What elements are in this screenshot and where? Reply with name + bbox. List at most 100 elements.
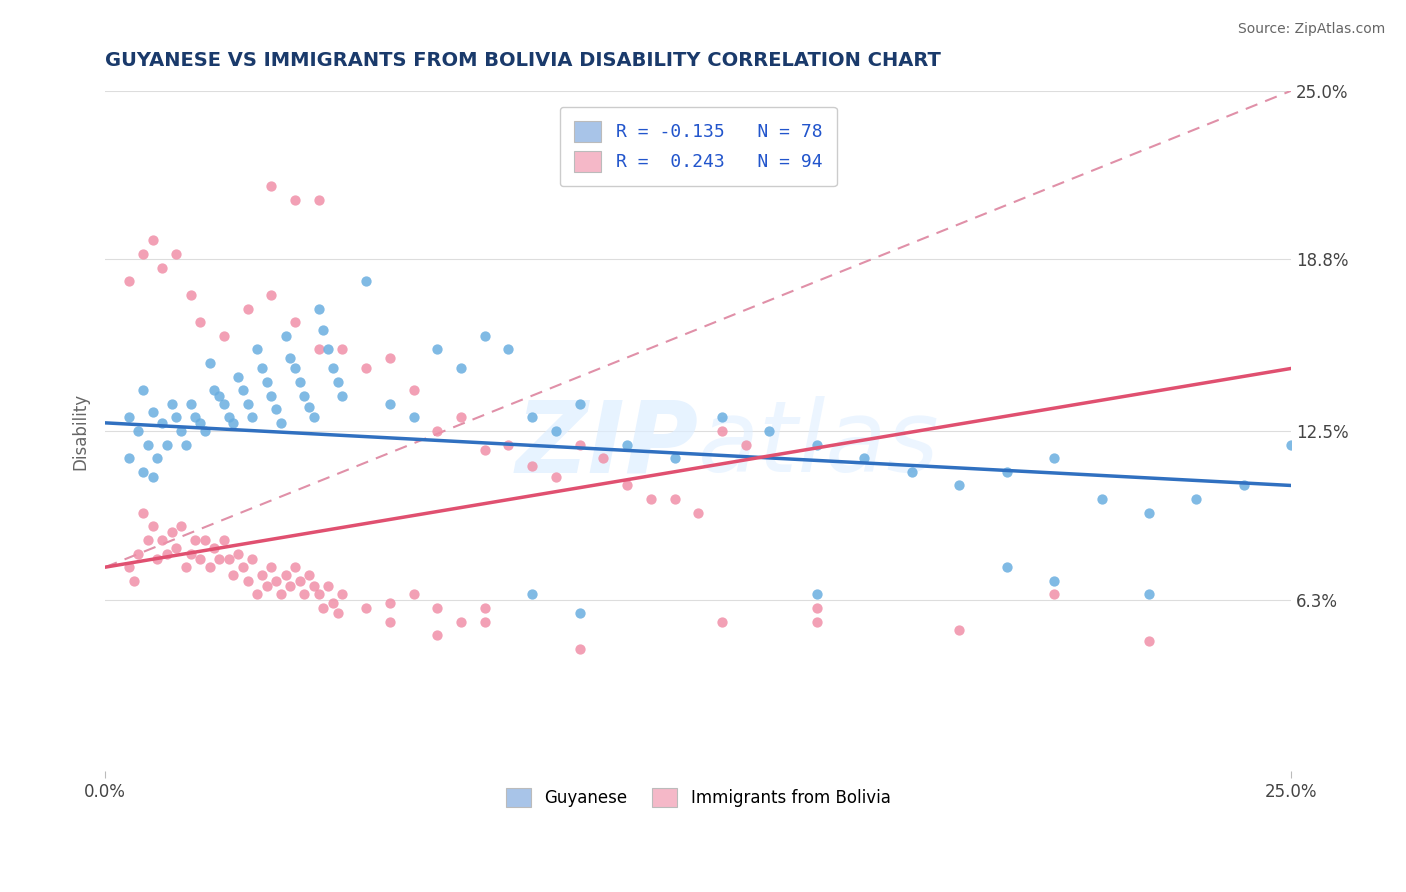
Point <box>240 552 263 566</box>
Point <box>136 437 159 451</box>
Point <box>212 397 235 411</box>
Point <box>664 492 686 507</box>
Point <box>118 451 141 466</box>
Point <box>132 247 155 261</box>
Point <box>180 547 202 561</box>
Point <box>900 465 922 479</box>
Point <box>806 437 828 451</box>
Point <box>232 560 254 574</box>
Text: ZIP: ZIP <box>515 396 699 493</box>
Point <box>142 405 165 419</box>
Point <box>256 579 278 593</box>
Point <box>170 519 193 533</box>
Point <box>332 389 354 403</box>
Point <box>240 410 263 425</box>
Point <box>378 397 401 411</box>
Point <box>640 492 662 507</box>
Point <box>664 451 686 466</box>
Point <box>146 552 169 566</box>
Point <box>378 351 401 365</box>
Point <box>1090 492 1112 507</box>
Point <box>450 410 472 425</box>
Point <box>184 410 207 425</box>
Point <box>522 459 544 474</box>
Point <box>308 587 330 601</box>
Legend: Guyanese, Immigrants from Bolivia: Guyanese, Immigrants from Bolivia <box>499 781 897 814</box>
Point <box>118 560 141 574</box>
Point <box>146 451 169 466</box>
Point <box>198 560 221 574</box>
Y-axis label: Disability: Disability <box>72 392 89 469</box>
Point <box>948 623 970 637</box>
Point <box>142 519 165 533</box>
Point <box>194 533 217 547</box>
Point <box>218 552 240 566</box>
Point <box>806 601 828 615</box>
Point <box>312 601 335 615</box>
Point <box>180 288 202 302</box>
Point <box>150 533 173 547</box>
Point <box>326 375 349 389</box>
Point <box>402 410 425 425</box>
Point <box>156 437 179 451</box>
Point <box>474 601 496 615</box>
Point <box>132 465 155 479</box>
Point <box>312 323 335 337</box>
Point <box>208 389 231 403</box>
Point <box>127 424 149 438</box>
Point <box>616 437 638 451</box>
Point <box>246 343 269 357</box>
Point <box>274 568 297 582</box>
Point <box>316 343 339 357</box>
Point <box>165 541 187 555</box>
Text: atlas: atlas <box>699 396 939 493</box>
Point <box>142 470 165 484</box>
Point <box>711 410 734 425</box>
Point <box>274 328 297 343</box>
Point <box>378 615 401 629</box>
Point <box>250 361 273 376</box>
Point <box>298 400 321 414</box>
Point <box>294 587 316 601</box>
Point <box>426 343 449 357</box>
Point <box>284 193 307 207</box>
Point <box>354 361 377 376</box>
Point <box>188 315 211 329</box>
Point <box>326 607 349 621</box>
Point <box>236 301 259 316</box>
Point <box>688 506 710 520</box>
Point <box>260 560 283 574</box>
Point <box>264 574 287 588</box>
Point <box>1137 587 1160 601</box>
Point <box>188 552 211 566</box>
Point <box>150 416 173 430</box>
Point <box>544 424 567 438</box>
Point <box>948 478 970 492</box>
Point <box>294 389 316 403</box>
Point <box>308 343 330 357</box>
Point <box>354 601 377 615</box>
Point <box>450 615 472 629</box>
Point <box>180 397 202 411</box>
Point <box>236 397 259 411</box>
Point <box>136 533 159 547</box>
Point <box>332 587 354 601</box>
Point <box>160 524 183 539</box>
Point <box>118 274 141 288</box>
Point <box>284 315 307 329</box>
Point <box>288 574 311 588</box>
Point <box>1043 587 1066 601</box>
Point <box>522 587 544 601</box>
Point <box>165 410 187 425</box>
Point <box>995 465 1018 479</box>
Point <box>250 568 273 582</box>
Point <box>544 470 567 484</box>
Point <box>170 424 193 438</box>
Point <box>402 383 425 397</box>
Point <box>188 416 211 430</box>
Point <box>853 451 876 466</box>
Point <box>264 402 287 417</box>
Point <box>202 383 225 397</box>
Point <box>202 541 225 555</box>
Point <box>758 424 780 438</box>
